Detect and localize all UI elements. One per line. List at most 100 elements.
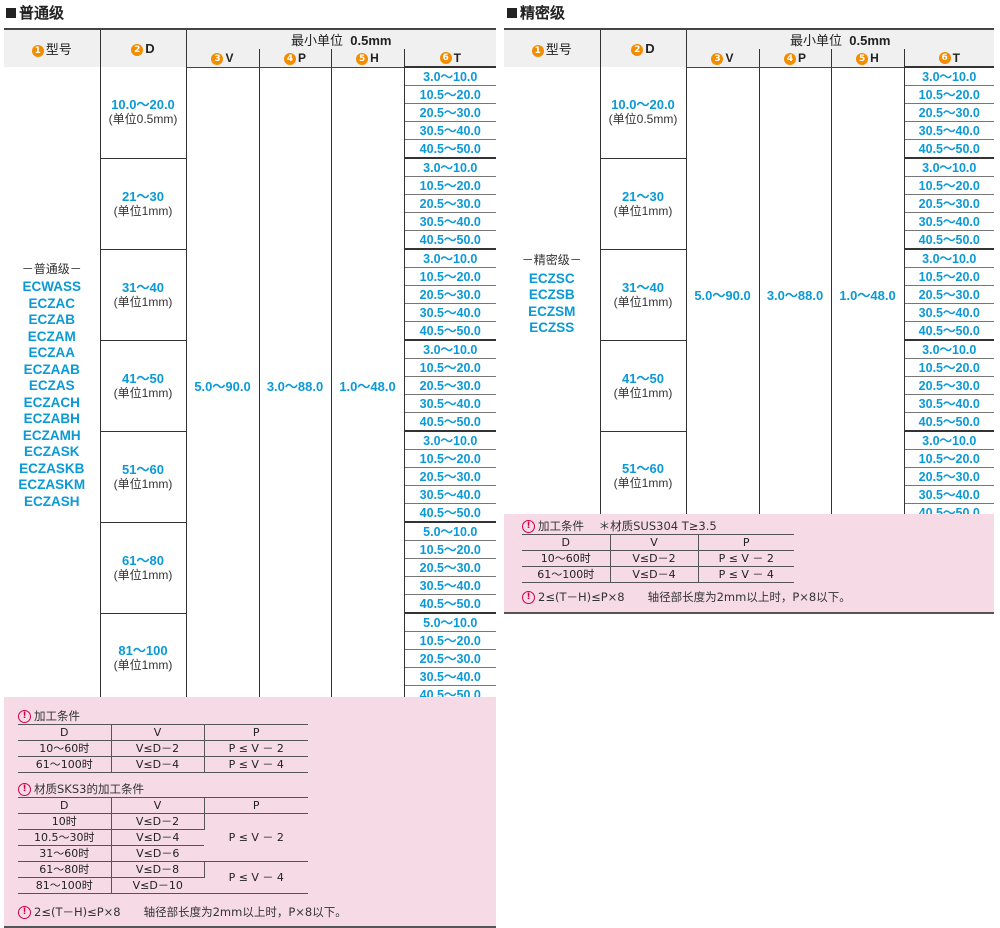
t-range-cell: 3.0～10.0 — [903, 66, 995, 86]
footer-note: ! 2≤(T－H)≤P×8 轴径部长度为2mm以上时，P×8以下。 — [522, 589, 851, 605]
t-range-cell: 20.5～30.0 — [903, 194, 995, 213]
notes-panel-standard: ! 加工条件 D V P 10～60时 V≤D－2 P ≤ V － 2 61～10… — [4, 697, 496, 928]
t-range-cell: 3.0～10.0 — [403, 157, 497, 177]
t-range-cell: 10.5～20.0 — [403, 85, 497, 104]
table-row: 61～80 (单位1mm) 5.0～10.0 — [4, 521, 497, 614]
d-range-cell: 61～80 (单位1mm) — [100, 522, 187, 614]
t-range-cell: 3.0～10.0 — [403, 66, 497, 86]
d-range: 10.0～20.0 — [611, 97, 675, 113]
t-range-cell: 3.0～10.0 — [403, 339, 497, 359]
table-row: 40.5～50.0 — [504, 230, 995, 250]
warning-icon: ! — [18, 783, 31, 796]
table-row: 30.5～40.0 — [4, 303, 497, 322]
model-code: ECZABH — [23, 411, 80, 426]
table-row: 30.5～40.0 — [504, 121, 995, 140]
t-range-cell: 10.5～20.0 — [403, 358, 497, 377]
v-range-cell: 5.0～90.0 — [186, 67, 260, 704]
model-code: ECZAC — [28, 295, 76, 311]
warning-icon: ! — [522, 591, 535, 604]
table-row: 41～50 (单位1mm) 3.0～10.0 — [4, 339, 497, 432]
t-range-cell: 40.5～50.0 — [903, 139, 995, 159]
table-row: 10.5～20.0 — [4, 358, 497, 377]
table-row: 20.5～30.0 — [4, 376, 497, 395]
table-row: 40.5～50.0 — [4, 139, 497, 159]
t-range-cell: 10.5～20.0 — [403, 176, 497, 195]
t-range-cell: 3.0～10.0 — [903, 157, 995, 177]
t-range-cell: 3.0～10.0 — [403, 248, 497, 268]
t-range-cell: 10.5～20.0 — [903, 85, 995, 104]
t-range-cell: 3.0～10.0 — [903, 248, 995, 268]
t-range-cell: 10.5～20.0 — [403, 631, 497, 650]
warning-icon: ! — [522, 520, 535, 533]
t-range-cell: 3.0～10.0 — [903, 430, 995, 450]
t-range-cell: 3.0～10.0 — [903, 339, 995, 359]
table-row: 21～30 (单位1mm) 3.0～10.0 — [4, 157, 497, 250]
table-row: 20.5～30.0 — [4, 649, 497, 668]
p-range-cell: 3.0～88.0 — [759, 67, 832, 522]
d-range-cell: 10.0～20.0 (单位0.5mm) — [600, 67, 687, 159]
t-range-cell: 40.5～50.0 — [903, 230, 995, 250]
t-range-cell: 10.5～20.0 — [903, 267, 995, 286]
table-row: 20.5～30.0 — [4, 558, 497, 577]
cond2-title: ! 材质SKS3的加工条件 — [18, 781, 144, 797]
d-range-cell: 81～100 (单位1mm) — [100, 613, 187, 704]
d-range: 21～30 — [622, 188, 664, 204]
table-row: 30.5～40.0 — [504, 485, 995, 504]
model-code: ECZASKM — [18, 477, 86, 492]
table-row: 30.5～40.0 — [4, 394, 497, 413]
t-range-cell: 30.5～40.0 — [403, 576, 497, 595]
t-range-cell: 3.0～10.0 — [403, 430, 497, 450]
table-row: 30.5～40.0 — [4, 121, 497, 140]
d-range-cell: 31～40 (单位1mm) — [600, 249, 687, 341]
model-code: ECZSB — [528, 287, 575, 302]
cond1-table: D V P 10～60时 V≤D－2 P ≤ V － 2 61～100时 V≤D… — [18, 724, 308, 773]
model-code: ECZSM — [528, 303, 576, 319]
t-range-cell: 40.5～50.0 — [403, 139, 497, 159]
t-range-cell: 40.5～50.0 — [403, 503, 497, 523]
t-range-cell: 30.5～40.0 — [903, 212, 995, 231]
t-range-cell: 20.5～30.0 — [903, 285, 995, 304]
d-range: 81～100 — [118, 643, 168, 659]
model-code: ECZAA — [28, 345, 76, 360]
table-row: 30.5～40.0 — [4, 485, 497, 504]
d-unit: (单位1mm) — [613, 385, 673, 400]
d-range-cell: 41～50 (单位1mm) — [600, 340, 687, 432]
t-range-cell: 20.5～30.0 — [903, 467, 995, 486]
table-row: 30.5～40.0 — [4, 212, 497, 231]
d-range-cell: 51～60 (单位1mm) — [100, 431, 187, 523]
d-range: 10.0～20.0 — [111, 97, 175, 113]
model-code: ECZAB — [28, 312, 76, 327]
notes-panel-precision: ! 加工条件 ＊材质SUS304 T≥3.5 D V P 10～60时 V≤D－2… — [504, 514, 994, 614]
table-row: 41～50 (单位1mm) 3.0～10.0 — [504, 339, 995, 432]
table-row: 10.5～20.0 — [4, 176, 497, 195]
d-unit: (单位1mm) — [113, 476, 173, 491]
grade-label: －精密级－ — [521, 253, 582, 267]
table-row: 40.5～50.0 — [504, 412, 995, 432]
table-row: 10.5～20.0 — [4, 631, 497, 650]
model-code: ECZAAB — [23, 361, 80, 377]
table-row: 10.5～20.0 — [504, 449, 995, 468]
header-min-unit: 最小单位 0.5mm — [686, 28, 995, 49]
table-row: 51～60 (单位1mm) 3.0～10.0 — [4, 430, 497, 523]
table-row: 20.5～30.0 — [4, 103, 497, 122]
t-range-cell: 20.5～30.0 — [403, 103, 497, 122]
table-row: 20.5～30.0 — [504, 376, 995, 395]
t-range-cell: 20.5～30.0 — [403, 194, 497, 213]
table-row: 30.5～40.0 — [4, 576, 497, 595]
t-range-cell: 30.5～40.0 — [903, 485, 995, 504]
cond1-title: ! 加工条件 — [18, 708, 80, 724]
t-range-cell: 10.5～20.0 — [403, 267, 497, 286]
t-range-cell: 30.5～40.0 — [903, 394, 995, 413]
d-range-cell: 21～30 (单位1mm) — [600, 158, 687, 250]
t-range-cell: 40.5～50.0 — [403, 321, 497, 341]
table-row: 10.5～20.0 — [4, 540, 497, 559]
table-row: 20.5～30.0 — [504, 194, 995, 213]
